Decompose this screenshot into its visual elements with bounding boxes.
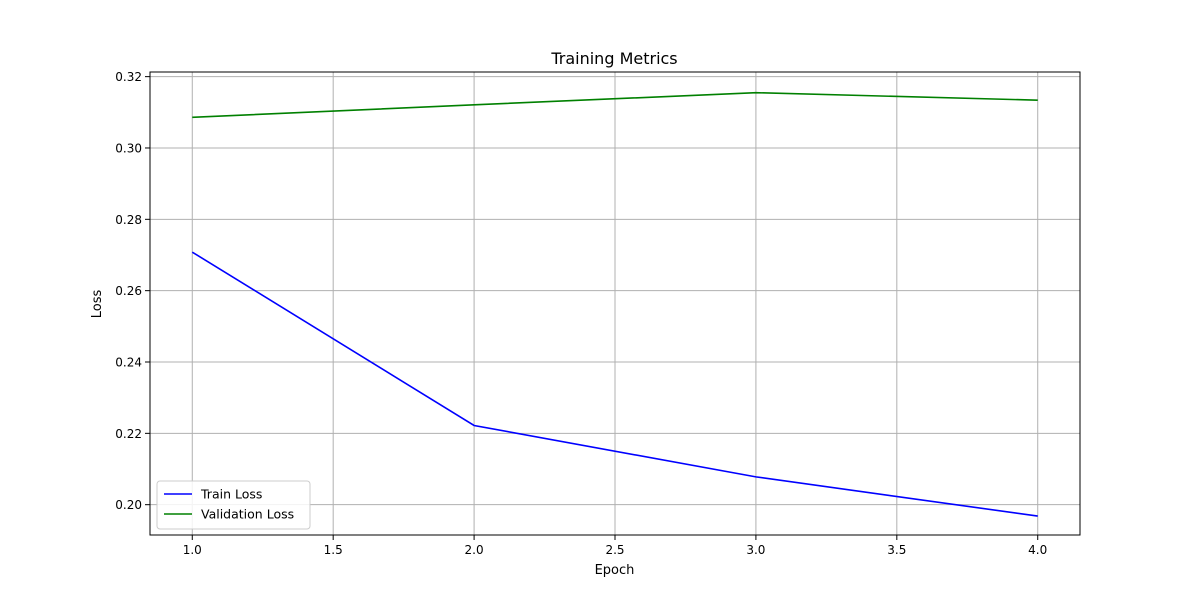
legend-label: Validation Loss [201, 507, 294, 522]
series-line-validation-loss [192, 91, 1038, 119]
legend-label: Train Loss [200, 487, 262, 502]
legend-box [156, 480, 311, 530]
x-axis-label: Epoch [595, 563, 635, 578]
x-tick-label: 2.0 [465, 543, 484, 557]
chart-title: Training Metrics [550, 49, 677, 68]
y-tick-label: 0.22 [115, 427, 142, 441]
x-tick-label: 3.5 [887, 543, 906, 557]
y-axis-label: Loss [90, 290, 105, 319]
y-tick-label: 0.28 [115, 213, 142, 227]
x-tick-label: 1.5 [324, 543, 343, 557]
x-tick-label: 4.0 [1028, 543, 1047, 557]
x-tick-label: 3.0 [746, 543, 765, 557]
legend: Train Loss Validation Loss [156, 480, 311, 530]
series-line-train-loss [191, 251, 1038, 517]
y-tick-label: 0.30 [115, 141, 142, 155]
y-tick-label: 0.20 [115, 498, 142, 512]
x-tick-label: 2.5 [605, 543, 624, 557]
series-lines [191, 91, 1038, 517]
x-tick-label: 1.0 [183, 543, 202, 557]
axis-ticks: 1.0 1.5 2.0 2.5 3.0 3.5 4.0 0.20 0.22 0.24 0.26 0.2… [115, 70, 1047, 557]
y-tick-label: 0.24 [115, 355, 142, 369]
y-tick-label: 0.26 [115, 284, 142, 298]
y-tick-label: 0.32 [115, 70, 142, 84]
grid [150, 72, 1080, 535]
